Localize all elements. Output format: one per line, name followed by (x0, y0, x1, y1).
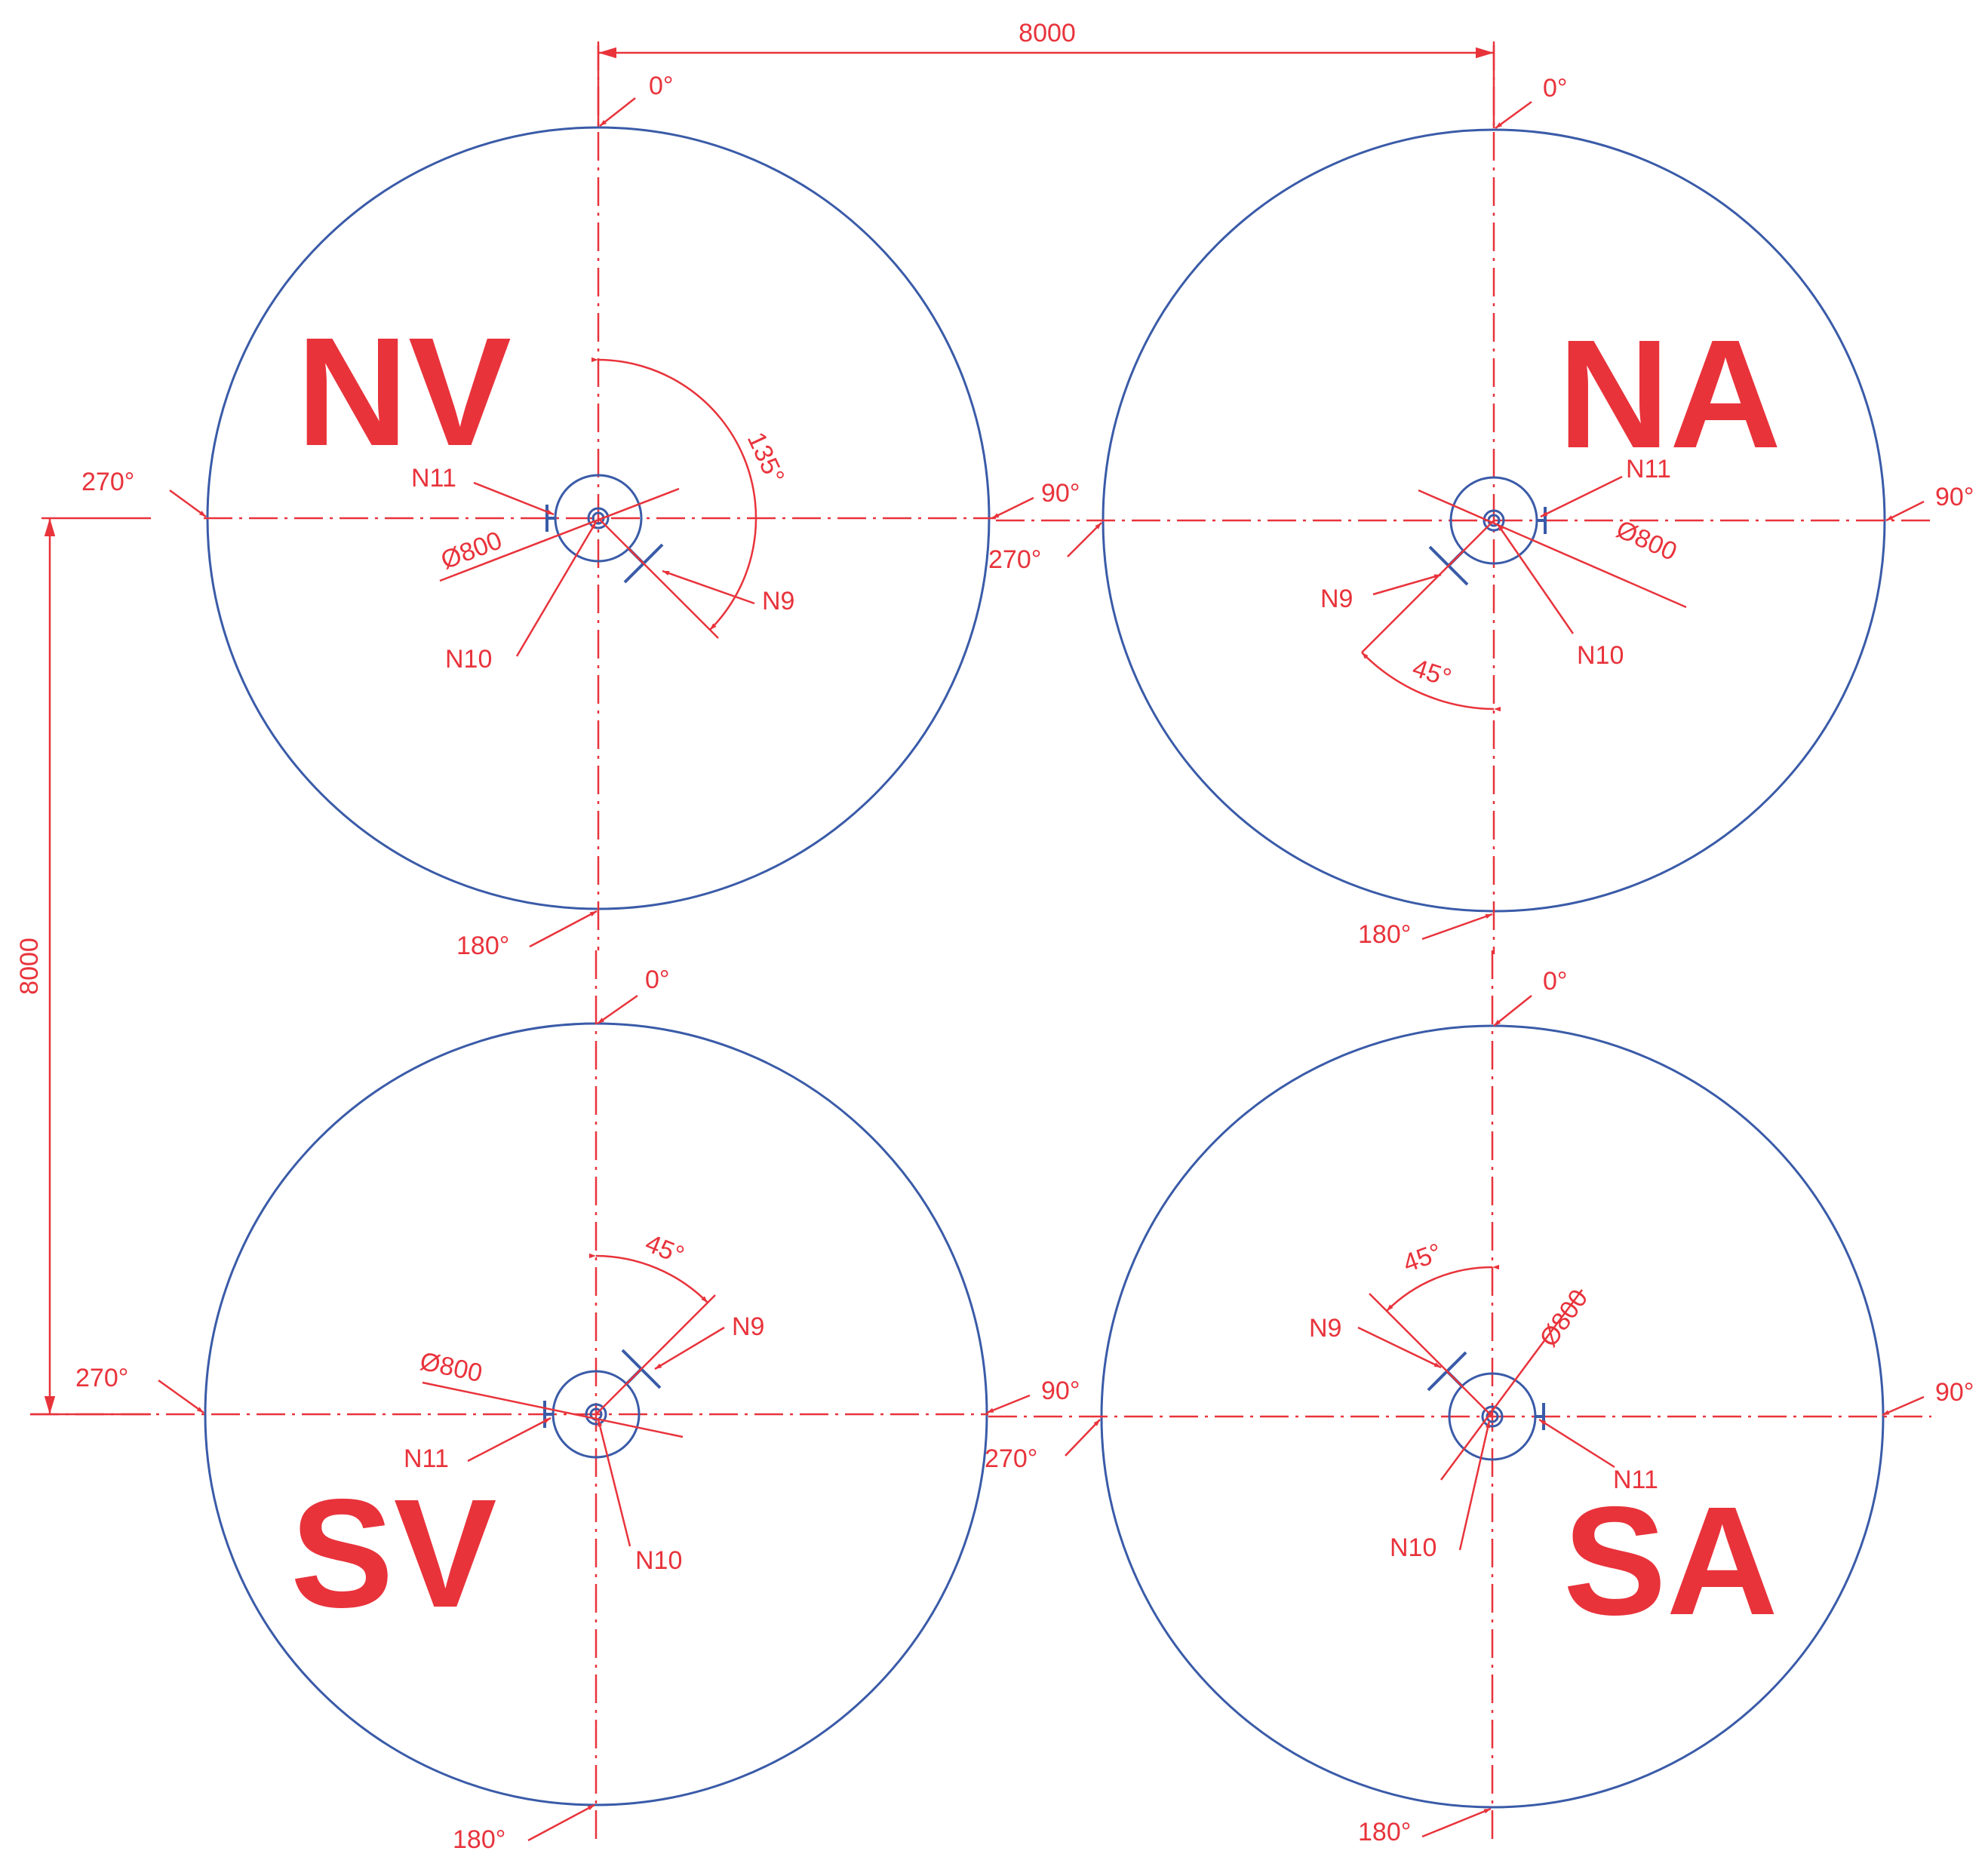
tank-sv-angle-label: 45° (641, 1229, 688, 1269)
tank-nv-angle-label: 135° (742, 428, 790, 488)
tank-sv-n11-label: N11 (404, 1444, 449, 1473)
svg-text:90°: 90° (1935, 483, 1974, 511)
horizontal-dimension-label: 8000 (1019, 19, 1076, 48)
svg-text:90°: 90° (1041, 479, 1080, 508)
tank-sv: 0° 90° 180° 270° N11 Ø800 N10 N9 45° SV (30, 950, 1080, 1854)
tank-nv-n11-label: N11 (411, 464, 456, 493)
tank-sa-name: SA (1563, 1475, 1778, 1647)
tank-na: 0° 90° 180° 270° N11 Ø800 N10 N9 45° NA (988, 41, 1974, 954)
horizontal-dimension: 8000 (597, 19, 1495, 128)
svg-text:180°: 180° (1358, 920, 1411, 949)
tank-nv-name: NV (297, 305, 512, 478)
tank-na-diameter-label: Ø800 (1612, 515, 1681, 567)
tank-sa-angle-label: 45° (1400, 1238, 1446, 1278)
svg-text:90°: 90° (1041, 1377, 1080, 1405)
svg-text:270°: 270° (81, 468, 134, 496)
svg-text:180°: 180° (456, 932, 509, 960)
tank-na-n11-label: N11 (1626, 455, 1671, 483)
tank-nv: 0° 90° 180° 270° N11 Ø800 N10 N9 135° NV (81, 41, 1080, 960)
tank-sv-angle-marks: 0° 90° 180° 270° (75, 965, 1080, 1854)
tank-sa-angle-marks: 0° 90° 180° 270° (985, 967, 1974, 1846)
tank-sv-nozzle-callouts: N11 Ø800 N10 N9 45° (404, 1229, 764, 1575)
tank-sa-n10-label: N10 (1390, 1533, 1436, 1562)
vertical-dimension: 8000 (15, 517, 151, 1416)
svg-text:180°: 180° (1358, 1818, 1411, 1846)
vertical-dimension-label: 8000 (15, 938, 44, 995)
tank-nv-angle-marks: 0° 90° 180° 270° (81, 72, 1080, 960)
tank-na-n9-label: N9 (1320, 585, 1353, 613)
svg-text:0°: 0° (645, 965, 670, 994)
svg-text:0°: 0° (1543, 967, 1568, 996)
tank-sa: 0° 90° 180° 270° N11 Ø800 N10 N9 45° SA (985, 950, 1974, 1846)
tank-sv-n10-label: N10 (635, 1546, 682, 1575)
svg-text:270°: 270° (985, 1444, 1037, 1473)
tank-nv-n9-label: N9 (762, 587, 794, 615)
svg-text:90°: 90° (1935, 1378, 1974, 1407)
svg-text:270°: 270° (75, 1364, 128, 1392)
svg-text:0°: 0° (649, 72, 674, 100)
svg-text:0°: 0° (1543, 74, 1568, 103)
tank-sv-diameter-label: Ø800 (417, 1347, 484, 1388)
tank-sv-n9-label: N9 (732, 1312, 764, 1341)
tank-sa-n11-label: N11 (1613, 1466, 1658, 1494)
tank-na-name: NA (1558, 308, 1781, 480)
tank-na-angle-label: 45° (1409, 653, 1455, 692)
tank-na-nozzle-callouts: N11 Ø800 N10 N9 45° (1320, 455, 1687, 712)
svg-text:180°: 180° (453, 1825, 505, 1854)
tank-sa-diameter-label: Ø800 (1534, 1285, 1593, 1352)
tank-na-angle-marks: 0° 90° 180° 270° (988, 74, 1974, 949)
tank-nv-n10-label: N10 (445, 645, 492, 674)
svg-text:270°: 270° (988, 545, 1041, 574)
tank-na-n10-label: N10 (1577, 641, 1624, 670)
tank-sv-name: SV (290, 1467, 496, 1640)
tank-sa-n9-label: N9 (1309, 1314, 1341, 1343)
